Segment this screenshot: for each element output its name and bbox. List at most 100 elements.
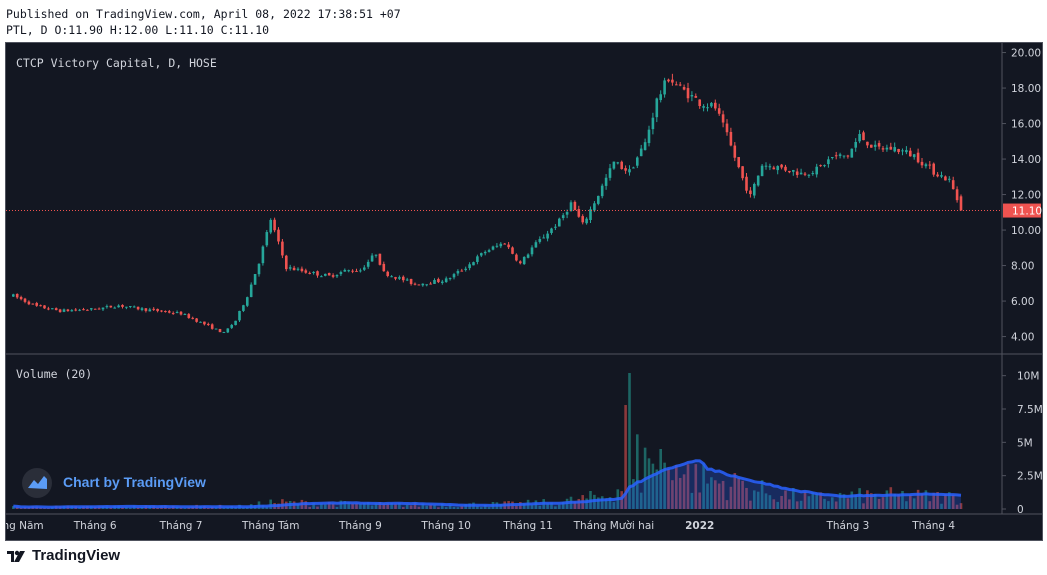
volume-bar [437,507,440,509]
candle-body [760,165,764,177]
candle-body [745,176,748,191]
candle-body [191,317,194,319]
candle-body [183,314,187,316]
candle-body [253,274,257,285]
candle-body [663,80,666,95]
volume-bar [940,503,943,509]
candle-body [725,123,729,133]
candlestick-chart[interactable]: 11.10 20.00 18.00 16.00 14.00 12.00 10.00 8.00 6… [6,43,1042,540]
candle-body [561,215,565,218]
candle-body [702,106,705,108]
volume-bar [944,494,947,509]
volume-bar [585,498,588,509]
time-axis-label: Tháng Mười hai [573,520,655,532]
candle-body [199,321,202,323]
candle-body [534,242,538,248]
volume-tick-label: 5M [1017,437,1033,449]
candle-body [234,320,237,326]
candle-body [312,271,315,273]
candle-body [58,309,62,313]
volume-bar [714,480,717,509]
candle-body [54,308,58,311]
candle-body [148,309,152,312]
volume-pane-label: Volume (20) [16,367,92,381]
candle-body [51,308,54,310]
volume-bar [405,504,409,509]
volume-bar [893,493,896,509]
candle-body [877,143,881,147]
candle-body [834,155,838,157]
candle-body [951,180,955,190]
volume-bar [530,505,534,509]
candle-body [300,268,304,272]
volume-bar [682,474,686,509]
candle-body [214,328,218,330]
candle-body [136,306,140,310]
candle-body [873,144,877,147]
chart-title: CTCP Victory Capital, D, HOSE [16,56,217,70]
candle-body [819,165,822,167]
candle-body [620,161,623,170]
candle-body [597,195,600,204]
volume-bar [448,504,452,509]
volume-bar [799,500,803,509]
candle-body [550,228,553,234]
volume-bar [452,506,456,509]
candle-body [632,167,635,169]
candle-body [811,173,815,175]
candle-body [901,150,904,152]
candle-body [23,298,27,302]
candle-body [179,311,183,315]
volume-bar [760,480,764,509]
candle-body [573,201,577,211]
candle-body [608,168,612,178]
time-axis-label: Tháng 10 [420,520,471,532]
candle-body [273,219,276,231]
candle-body [788,170,791,173]
volume-bar [632,479,635,509]
chart-frame[interactable]: 11.10 20.00 18.00 16.00 14.00 12.00 10.00 8.00 6… [5,42,1043,541]
volume-bar [515,505,518,509]
tradingview-logo[interactable]: TradingView [6,547,120,564]
volume-bar [456,507,460,509]
candle-body [288,267,292,269]
candle-body [226,328,230,333]
volume-bar [877,498,881,509]
volume-bar [881,497,885,509]
candle-body [93,308,97,310]
volume-bar [749,500,752,509]
candle-body [850,148,854,158]
volume-bar [398,502,401,509]
volume-bar [636,434,639,509]
volume-tick-label: 0 [1017,504,1024,516]
candle-body [538,239,542,242]
volume-bar [831,497,834,509]
candle-body [753,183,756,196]
candle-body [522,256,526,265]
volume-bar [554,506,557,509]
volume-bar [394,503,397,509]
candle-body [698,99,701,107]
volume-bar [402,507,405,509]
price-tick-label: 20.00 [1011,48,1041,60]
candle-body [714,102,717,109]
candle-body [366,261,370,267]
candle-body [70,310,74,312]
candle-body [203,321,206,325]
publish-info: Published on TradingView.com, April 08, … [6,7,401,21]
candle-body [331,275,335,277]
volume-bar [320,503,323,509]
volume-bar [951,494,955,509]
volume-bar [374,503,378,509]
volume-bar [304,501,308,509]
candle-body [452,274,456,278]
price-tick-label: 10.00 [1011,225,1041,237]
candle-body [651,117,655,130]
candle-body [499,243,503,247]
volume-bar [296,504,300,509]
volume-bar [522,503,526,509]
candle-body [776,166,779,171]
candle-body [675,84,678,86]
volume-bar [698,492,701,509]
candle-body [721,114,725,123]
